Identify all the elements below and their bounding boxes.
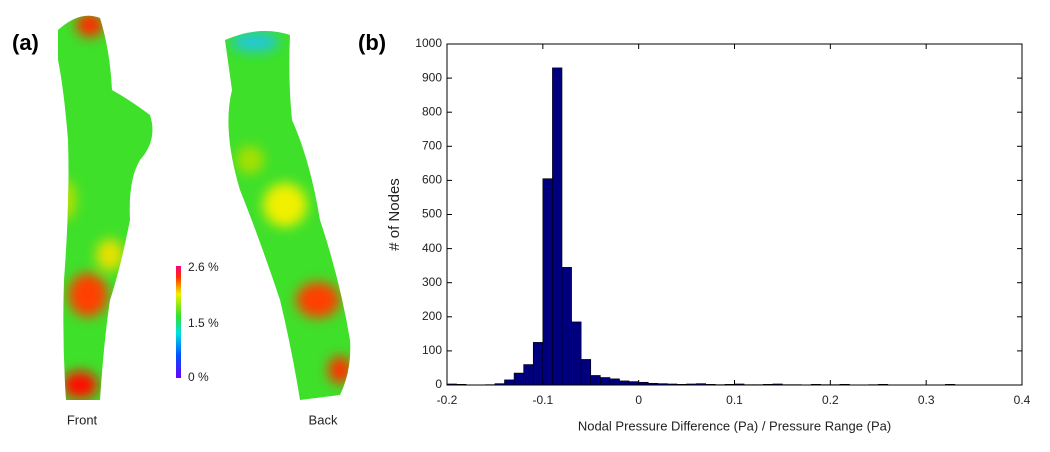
- x-tick-label: -0.1: [532, 393, 553, 407]
- y-tick-label: 600: [422, 173, 442, 187]
- y-tick-label: 700: [422, 138, 442, 152]
- bar: [628, 381, 639, 386]
- panel-label: (a): [12, 30, 39, 55]
- colorbar: [176, 266, 181, 378]
- x-tick-label: 0.4: [1014, 393, 1031, 407]
- bar: [580, 359, 592, 386]
- y-tick-label: 800: [422, 104, 442, 118]
- bar: [571, 321, 582, 386]
- view-label: Front: [67, 412, 98, 427]
- y-tick-label: 100: [422, 343, 442, 357]
- bar: [523, 364, 534, 386]
- colorbar-label: 0 %: [188, 370, 209, 384]
- panel-a: (a) 2.6 % 1.5 % 0 % Front: [12, 15, 351, 427]
- y-tick-label: 0: [435, 377, 442, 391]
- y-tick-label: 1000: [415, 36, 442, 50]
- x-tick-label: 0.1: [726, 393, 743, 407]
- colorbar-label: 1.5 %: [188, 316, 219, 330]
- y-axis-label: # of Nodes: [386, 178, 403, 251]
- panel-b: (b) 0 100 200 300 400 500 600 700 800 900 1000 -0.2…: [358, 30, 1031, 434]
- bar: [619, 380, 630, 386]
- y-tick-label: 900: [422, 70, 442, 84]
- view-label: Back: [309, 412, 338, 427]
- y-tick-label: 300: [422, 275, 442, 289]
- y-tick-label: 400: [422, 241, 442, 255]
- back-view: [225, 31, 351, 400]
- x-tick-label: -0.2: [437, 393, 458, 407]
- bar: [504, 379, 515, 386]
- colorbar-label: 2.6 %: [188, 260, 219, 274]
- panel-label: (b): [358, 30, 386, 55]
- y-tick-label: 200: [422, 309, 442, 323]
- bar: [542, 178, 553, 386]
- bar: [532, 342, 544, 386]
- bar: [513, 372, 524, 386]
- plot-frame: [446, 43, 1023, 386]
- front-view: [58, 15, 153, 400]
- y-tick-label: 500: [422, 207, 442, 221]
- bar: [590, 375, 601, 386]
- bar: [561, 267, 572, 386]
- x-tick-label: 0.3: [918, 393, 935, 407]
- bar: [600, 377, 611, 386]
- x-tick-label: 0: [635, 393, 642, 407]
- x-tick-label: 0.2: [822, 393, 839, 407]
- bar: [552, 67, 563, 386]
- bar: [609, 378, 620, 386]
- x-axis-label: Nodal Pressure Difference (Pa) / Pressur…: [578, 418, 891, 433]
